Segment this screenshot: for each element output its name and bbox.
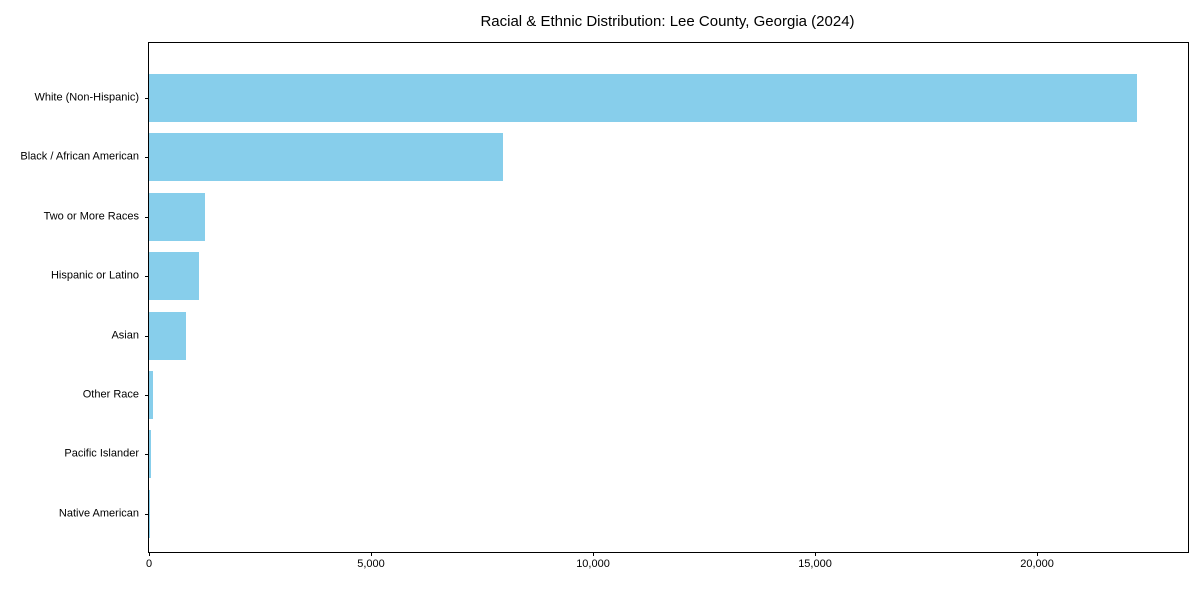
y-axis-tick (145, 157, 149, 159)
chart-title: Racial & Ethnic Distribution: Lee County… (480, 13, 855, 30)
y-axis-tick (145, 276, 149, 278)
x-axis-tick (149, 552, 150, 556)
plot-area: White (Non-Hispanic) Black / African Amer… (20, 42, 1189, 570)
bar-asian (149, 311, 187, 360)
bar-other-race (149, 371, 153, 419)
y-axis-category-label: Black / African American (20, 150, 139, 163)
y-axis-category-label: Asian (111, 329, 139, 342)
y-axis-tick (145, 98, 149, 99)
x-axis-tick-label: 5,000 (357, 558, 385, 570)
y-axis-tick (145, 454, 149, 456)
bar-pacific-islander (149, 430, 151, 479)
x-axis-tick (593, 552, 595, 556)
x-axis-tick (1037, 552, 1039, 556)
y-axis-category-label: Pacific Islander (64, 447, 139, 460)
bar-hispanic-or-latino (149, 252, 200, 301)
y-axis-tick (145, 513, 149, 515)
y-axis-category-label: Two or More Races (43, 210, 139, 223)
x-axis-tick (815, 552, 817, 556)
y-axis-category-label: Other Race (82, 388, 139, 401)
x-axis-tick-label: 15,000 (798, 558, 832, 570)
x-axis-tick-label: 0 (145, 558, 153, 570)
y-axis-category-label: White (Non-Hispanic) (34, 91, 139, 104)
x-axis-tick-label: 20,000 (1020, 558, 1054, 570)
bar-black-african-american (149, 133, 503, 182)
y-axis-tick (145, 335, 149, 337)
x-axis-tick-label: 10,000 (576, 558, 610, 570)
y-axis-tick (145, 216, 149, 218)
bar-white-non-hispanic (149, 74, 1137, 122)
x-axis-tick (371, 552, 372, 556)
y-axis-category-label: Native American (58, 507, 139, 520)
y-axis-category-label: Hispanic or Latino (50, 269, 139, 282)
bar-two-or-more-races (149, 192, 205, 241)
y-axis-tick (145, 395, 149, 396)
